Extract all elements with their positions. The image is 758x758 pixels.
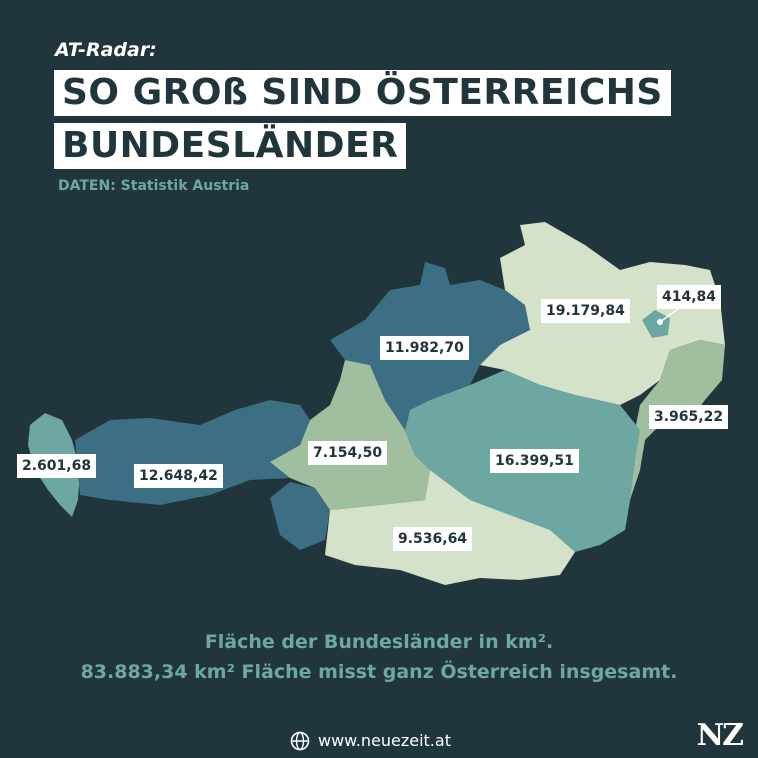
label-tirol: 12.648,42 bbox=[134, 464, 223, 488]
region-osttirol bbox=[270, 482, 330, 550]
label-salzburg: 7.154,50 bbox=[308, 441, 388, 465]
label-burgenland: 3.965,22 bbox=[649, 405, 729, 429]
website-link[interactable]: www.neuezeit.at bbox=[318, 731, 451, 750]
note-line2: 83.883,34 km² Fläche misst ganz Österrei… bbox=[80, 661, 678, 683]
page-title-line1: SO GROß SIND ÖSTERREICHS bbox=[54, 70, 671, 116]
label-steiermark: 16.399,51 bbox=[490, 449, 579, 473]
wien-marker bbox=[657, 319, 663, 325]
label-vorarlberg: 2.601,68 bbox=[17, 454, 97, 478]
data-source: DATEN: Statistik Austria bbox=[58, 178, 250, 194]
label-wien: 414,84 bbox=[657, 285, 722, 309]
note-line1: Fläche der Bundesländer in km². bbox=[204, 631, 554, 653]
region-wien bbox=[642, 310, 670, 338]
page-title-line2: BUNDESLÄNDER bbox=[54, 123, 407, 169]
region-salzburg bbox=[270, 360, 430, 510]
label-niederoesterreich: 19.179,84 bbox=[541, 299, 630, 323]
nz-logo: NZ bbox=[696, 718, 744, 753]
kicker: AT-Radar: bbox=[55, 39, 157, 61]
globe-icon bbox=[290, 731, 310, 751]
region-tirol bbox=[75, 400, 310, 505]
region-burgenland bbox=[615, 340, 725, 530]
label-oberoesterreich: 11.982,70 bbox=[380, 336, 469, 360]
footer: www.neuezeit.at bbox=[290, 731, 451, 751]
label-kaernten: 9.536,64 bbox=[393, 527, 473, 551]
